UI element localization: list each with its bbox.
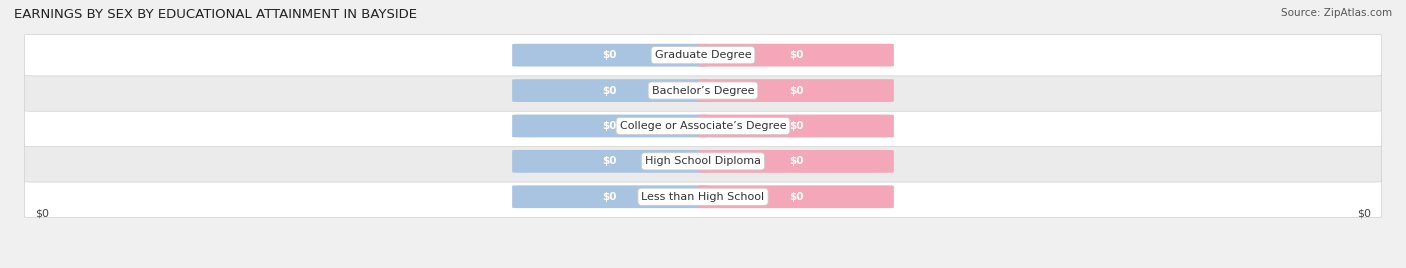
FancyBboxPatch shape xyxy=(699,79,894,102)
Text: High School Diploma: High School Diploma xyxy=(645,156,761,166)
Text: $0: $0 xyxy=(35,209,49,219)
FancyBboxPatch shape xyxy=(512,79,707,102)
FancyBboxPatch shape xyxy=(24,141,1382,182)
FancyBboxPatch shape xyxy=(24,105,1382,147)
FancyBboxPatch shape xyxy=(699,150,894,173)
Text: EARNINGS BY SEX BY EDUCATIONAL ATTAINMENT IN BAYSIDE: EARNINGS BY SEX BY EDUCATIONAL ATTAINMEN… xyxy=(14,8,418,21)
FancyBboxPatch shape xyxy=(24,70,1382,111)
Text: $0: $0 xyxy=(603,156,617,166)
Text: $0: $0 xyxy=(603,192,617,202)
Text: $0: $0 xyxy=(789,156,803,166)
Text: $0: $0 xyxy=(603,50,617,60)
Text: $0: $0 xyxy=(789,121,803,131)
Text: College or Associate’s Degree: College or Associate’s Degree xyxy=(620,121,786,131)
Text: $0: $0 xyxy=(789,85,803,96)
Text: $0: $0 xyxy=(789,192,803,202)
FancyBboxPatch shape xyxy=(24,176,1382,217)
FancyBboxPatch shape xyxy=(699,44,894,66)
FancyBboxPatch shape xyxy=(699,114,894,137)
Text: $0: $0 xyxy=(603,85,617,96)
Text: Source: ZipAtlas.com: Source: ZipAtlas.com xyxy=(1281,8,1392,18)
FancyBboxPatch shape xyxy=(24,35,1382,76)
FancyBboxPatch shape xyxy=(512,150,707,173)
Text: $0: $0 xyxy=(789,50,803,60)
FancyBboxPatch shape xyxy=(512,185,707,208)
FancyBboxPatch shape xyxy=(512,44,707,66)
FancyBboxPatch shape xyxy=(512,114,707,137)
Text: $0: $0 xyxy=(603,121,617,131)
FancyBboxPatch shape xyxy=(699,185,894,208)
Text: Less than High School: Less than High School xyxy=(641,192,765,202)
Text: $0: $0 xyxy=(1357,209,1371,219)
Text: Bachelor’s Degree: Bachelor’s Degree xyxy=(652,85,754,96)
Text: Graduate Degree: Graduate Degree xyxy=(655,50,751,60)
